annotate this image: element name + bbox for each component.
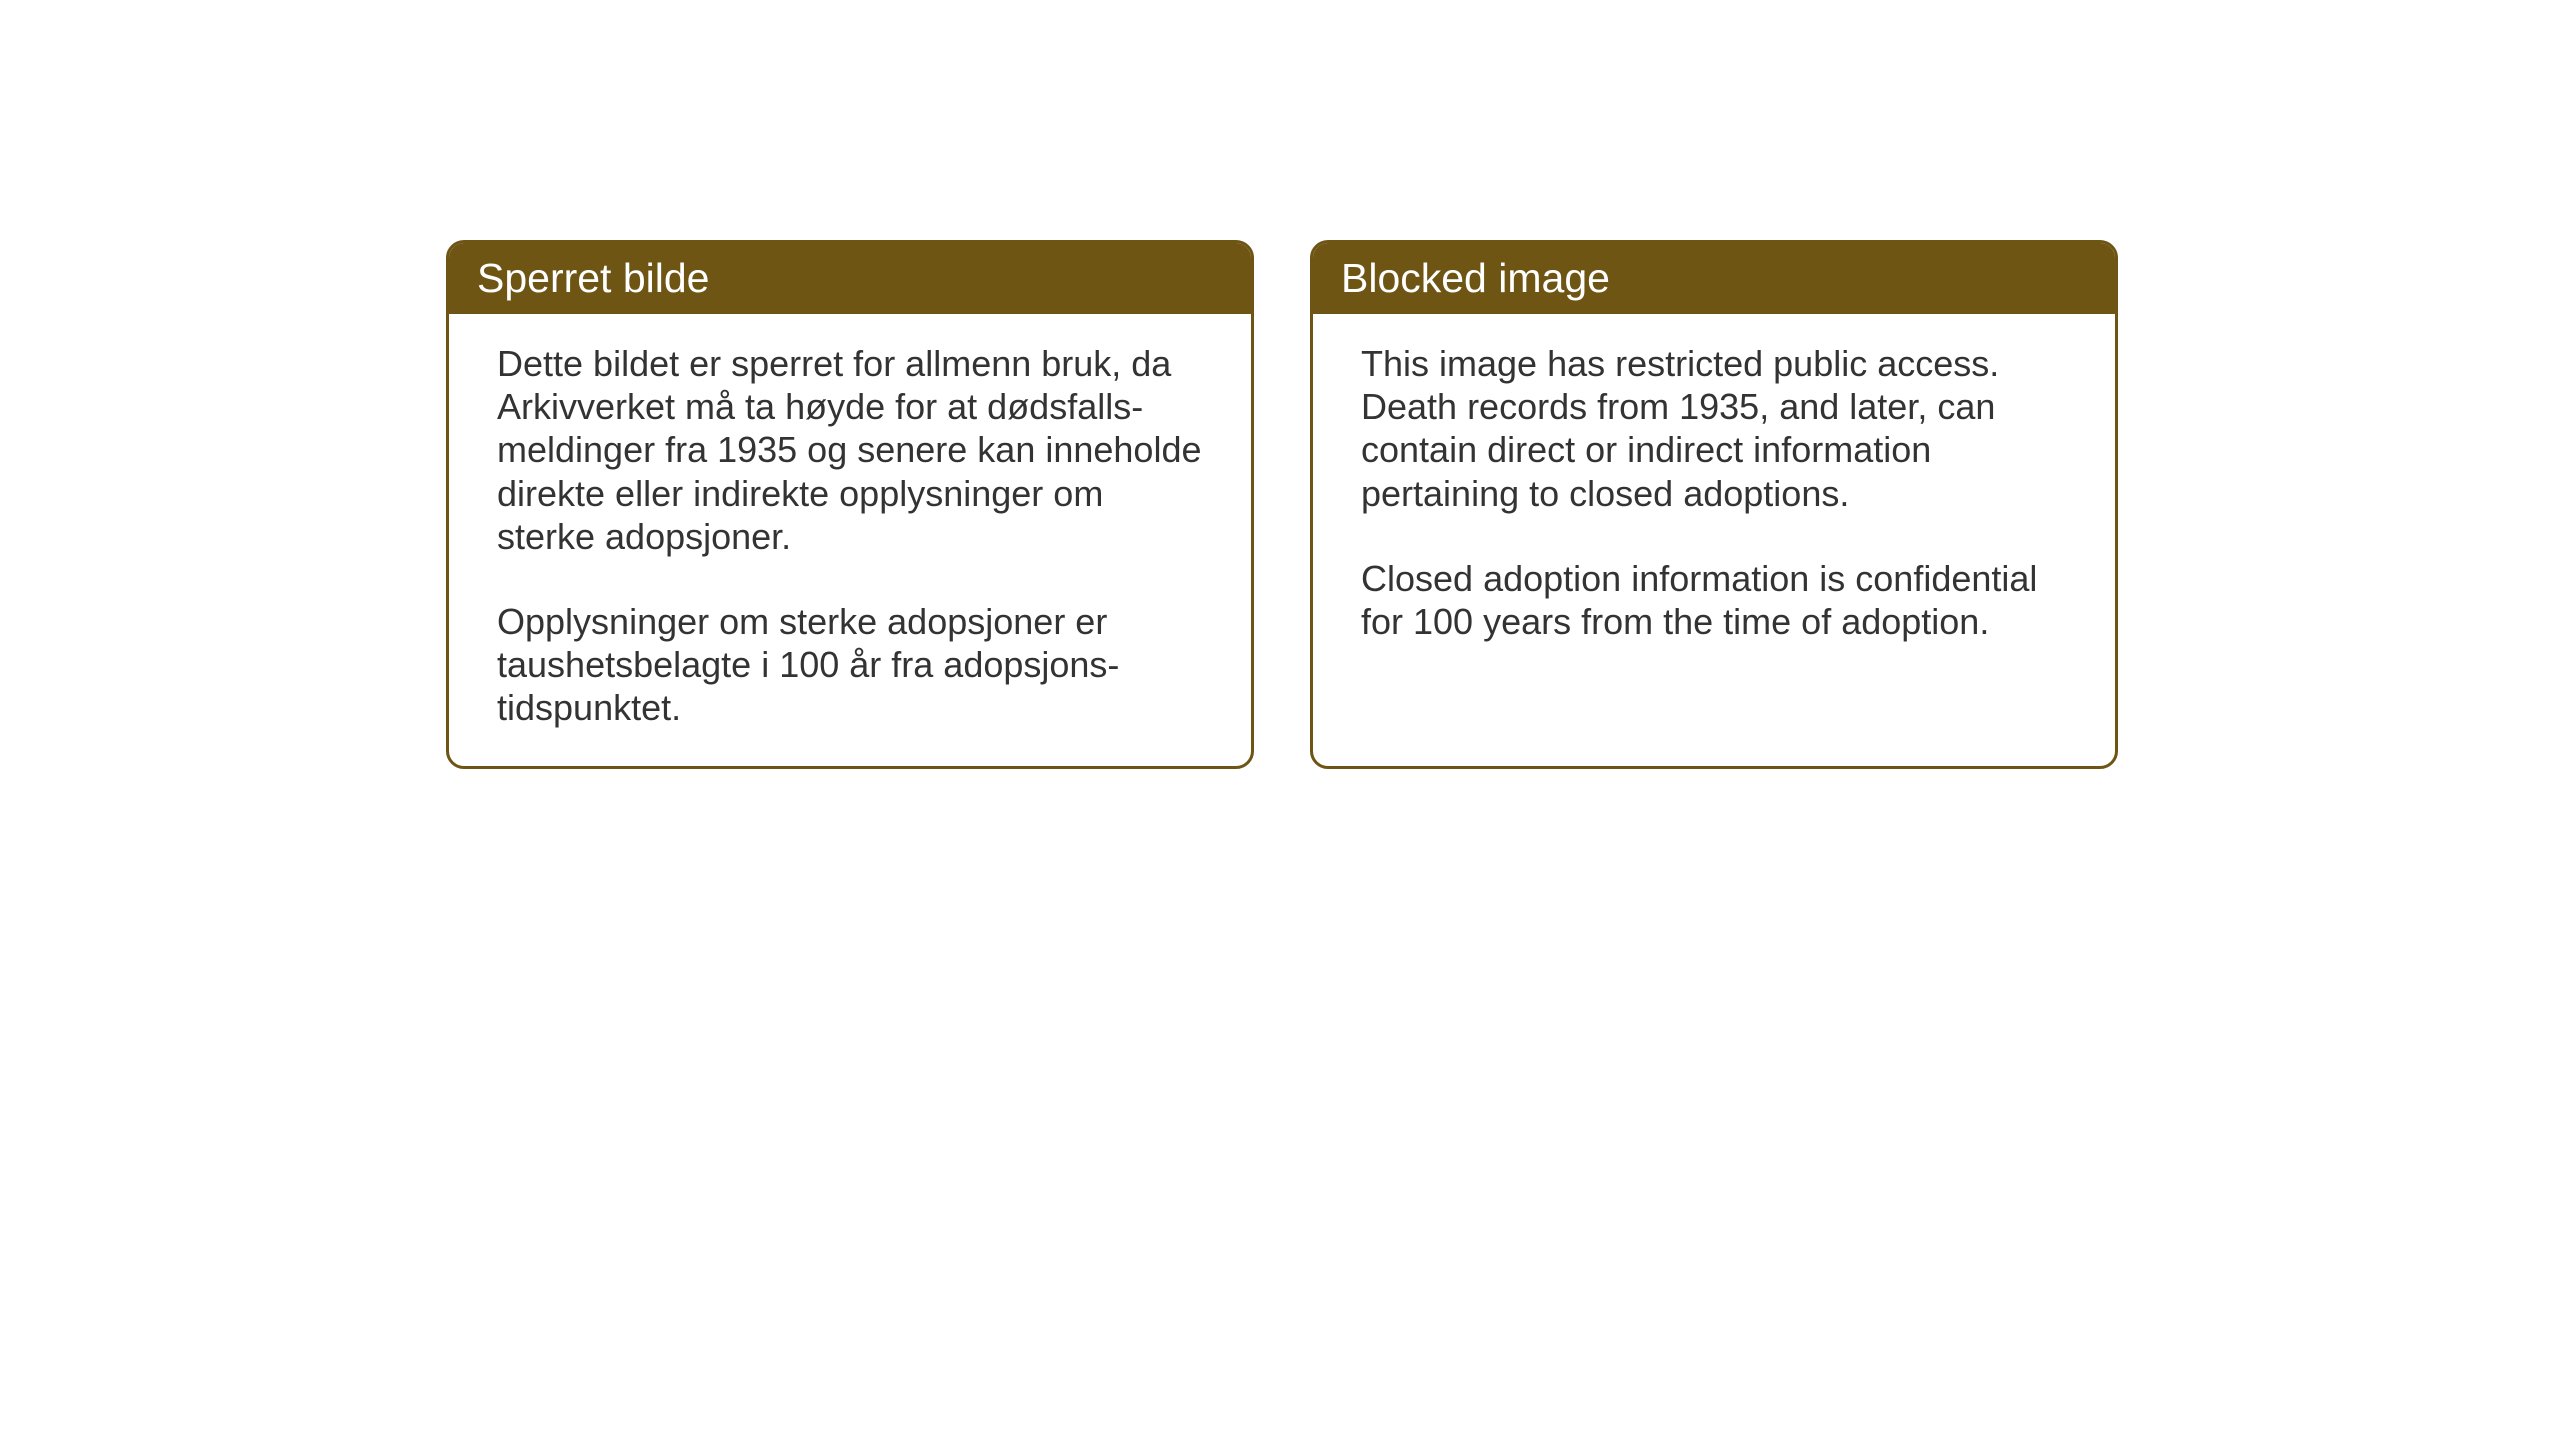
- notice-card-english: Blocked image This image has restricted …: [1310, 240, 2118, 769]
- card-title: Blocked image: [1341, 255, 1610, 301]
- body-paragraph: Opplysninger om sterke adopsjoner er tau…: [497, 600, 1203, 730]
- card-header: Sperret bilde: [449, 243, 1251, 314]
- card-body: This image has restricted public access.…: [1313, 314, 2115, 679]
- card-title: Sperret bilde: [477, 255, 709, 301]
- card-header: Blocked image: [1313, 243, 2115, 314]
- body-paragraph: Dette bildet er sperret for allmenn bruk…: [497, 342, 1203, 558]
- notice-container: Sperret bilde Dette bildet er sperret fo…: [446, 240, 2118, 769]
- notice-card-norwegian: Sperret bilde Dette bildet er sperret fo…: [446, 240, 1254, 769]
- body-paragraph: Closed adoption information is confident…: [1361, 557, 2067, 643]
- card-body: Dette bildet er sperret for allmenn bruk…: [449, 314, 1251, 766]
- body-paragraph: This image has restricted public access.…: [1361, 342, 2067, 515]
